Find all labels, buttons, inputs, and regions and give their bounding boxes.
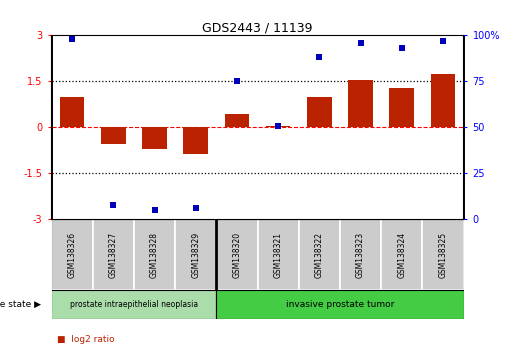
Bar [307, 97, 332, 127]
Bar [348, 80, 373, 127]
Bar [216, 219, 258, 290]
Point [439, 38, 447, 44]
Bar [93, 219, 134, 290]
Text: GSM138325: GSM138325 [438, 232, 448, 278]
Text: prostate intraepithelial neoplasia: prostate intraepithelial neoplasia [70, 300, 198, 309]
Text: invasive prostate tumor: invasive prostate tumor [286, 300, 394, 309]
Point [398, 45, 406, 51]
Bar [101, 127, 126, 144]
Bar [340, 219, 381, 290]
Point [274, 123, 282, 129]
Bar [52, 219, 93, 290]
Bar [431, 74, 455, 127]
Point [150, 207, 159, 213]
Bar [422, 219, 464, 290]
Text: GSM138327: GSM138327 [109, 232, 118, 278]
Text: disease state ▶: disease state ▶ [0, 300, 41, 309]
Bar [175, 219, 216, 290]
Text: GSM138328: GSM138328 [150, 232, 159, 278]
Text: ■  log2 ratio: ■ log2 ratio [57, 335, 114, 344]
Text: GSM138329: GSM138329 [191, 232, 200, 278]
Bar [389, 87, 414, 127]
Bar [381, 219, 422, 290]
Title: GDS2443 / 11139: GDS2443 / 11139 [202, 21, 313, 34]
Text: GSM138324: GSM138324 [397, 232, 406, 278]
Text: GSM138320: GSM138320 [232, 232, 242, 278]
Bar [299, 219, 340, 290]
Bar [60, 97, 84, 127]
Point [315, 55, 323, 60]
Point [233, 79, 241, 84]
Bar [134, 219, 175, 290]
Point [356, 40, 365, 46]
Bar [258, 219, 299, 290]
Text: GSM138323: GSM138323 [356, 232, 365, 278]
Text: GSM138322: GSM138322 [315, 232, 324, 278]
Bar [266, 126, 290, 127]
Text: GSM138326: GSM138326 [67, 232, 77, 278]
Bar [142, 127, 167, 149]
Point [68, 36, 76, 42]
Bar [225, 114, 249, 127]
Point [192, 206, 200, 211]
Bar [52, 290, 216, 319]
Bar [183, 127, 208, 154]
Text: GSM138321: GSM138321 [273, 232, 283, 278]
Point [109, 202, 117, 207]
Bar [216, 290, 464, 319]
